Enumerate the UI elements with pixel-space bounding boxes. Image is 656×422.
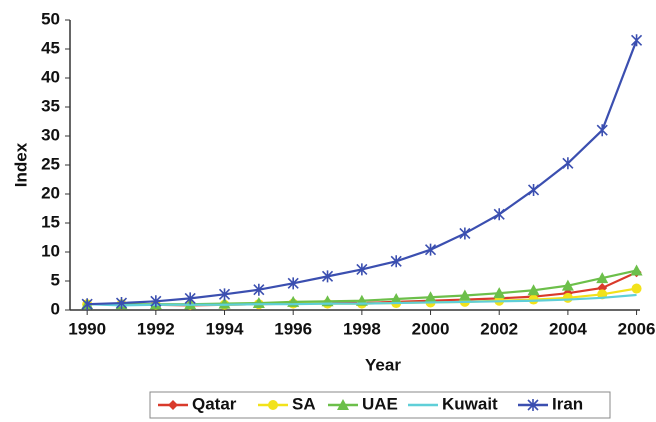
marker [597, 124, 607, 136]
marker [563, 157, 573, 169]
legend-label: Kuwait [442, 394, 498, 413]
legend-label: Iran [552, 394, 583, 413]
marker [460, 227, 470, 239]
x-tick-label: 1996 [274, 319, 312, 338]
chart: Index Year 0 5 10 15 20 25 30 35 40 45 50 1990 1992 1… [0, 0, 656, 422]
x-axis-label: Year [365, 355, 401, 374]
y-tick-label: 40 [41, 67, 60, 86]
y-tick-label: 45 [41, 38, 60, 57]
y-tick-label: 30 [41, 125, 60, 144]
x-tick-label: 1990 [68, 319, 106, 338]
marker [632, 284, 642, 294]
y-axis-label: Index [11, 142, 30, 187]
x-tick-label: 1998 [343, 319, 381, 338]
marker [426, 244, 436, 256]
legend-label: SA [292, 394, 316, 413]
marker [529, 184, 539, 196]
y-tick-label: 10 [41, 241, 60, 260]
legend: Qatar SA UAE Kuwait Iran [150, 392, 610, 418]
y-tick-label: 25 [41, 154, 60, 173]
x-tick-label: 2006 [618, 319, 656, 338]
y-tick-label: 5 [51, 270, 60, 289]
legend-marker [268, 400, 278, 410]
y-tick-label: 35 [41, 96, 60, 115]
y-tick-label: 15 [41, 212, 60, 231]
legend-label: Qatar [192, 394, 237, 413]
x-tick-label: 1992 [137, 319, 175, 338]
x-tick-label: 2002 [480, 319, 518, 338]
x-tick-label: 2000 [412, 319, 450, 338]
y-tick-label: 50 [41, 9, 60, 28]
marker [494, 208, 504, 220]
marker [631, 265, 643, 276]
y-tick-label: 0 [51, 299, 60, 318]
marker [563, 293, 573, 303]
x-tick-label: 1994 [206, 319, 244, 338]
y-tick-label: 20 [41, 183, 60, 202]
legend-label: UAE [362, 394, 398, 413]
x-tick-label: 2004 [549, 319, 587, 338]
marker [632, 34, 642, 46]
